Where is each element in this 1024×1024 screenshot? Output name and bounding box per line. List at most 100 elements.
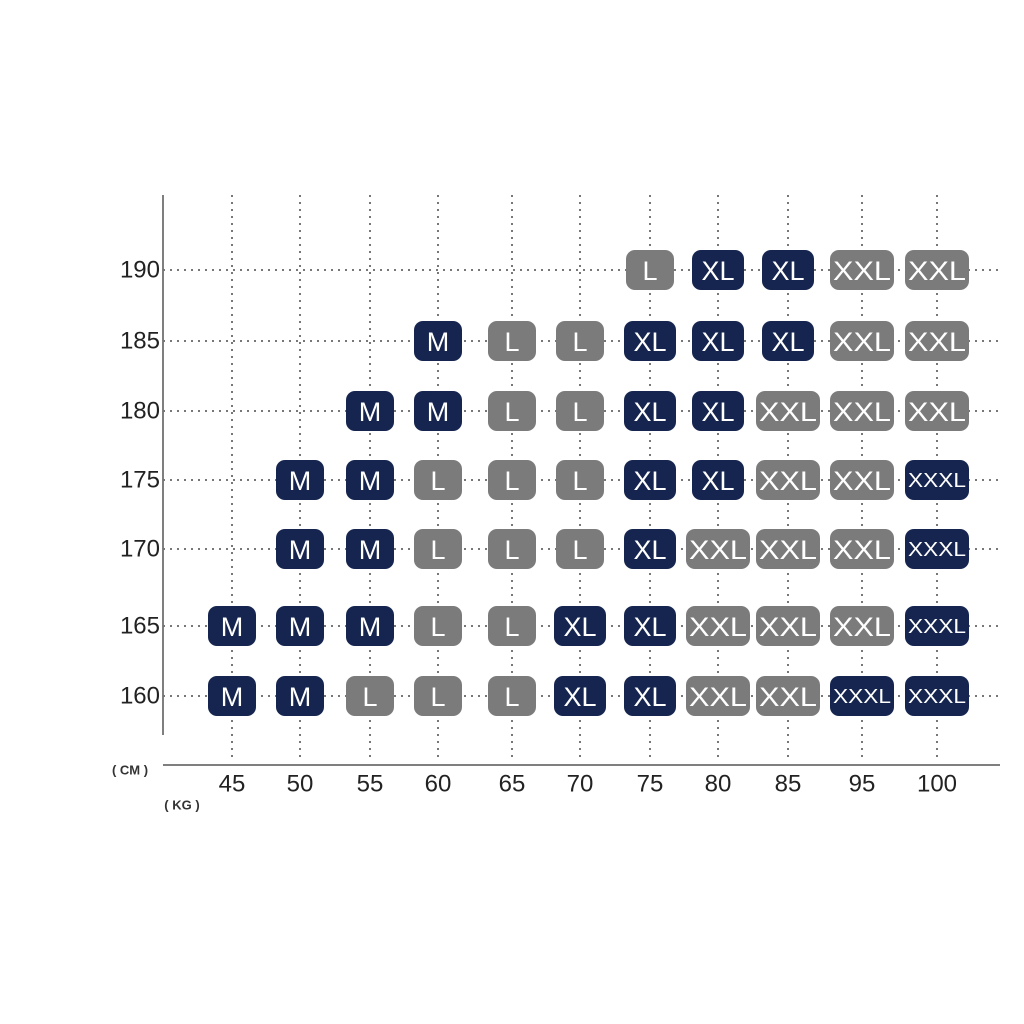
size-badge	[346, 606, 394, 646]
size-badge	[756, 676, 820, 716]
row-label: 180	[120, 398, 160, 425]
size-badge	[556, 529, 604, 569]
size-label: L	[504, 535, 519, 565]
size-label: XXL	[908, 256, 966, 286]
size-badge	[488, 529, 536, 569]
size-label: L	[504, 682, 519, 712]
size-label: L	[572, 327, 587, 357]
size-badge	[756, 606, 820, 646]
size-label: M	[427, 397, 450, 427]
size-label: XL	[633, 682, 666, 712]
size-label: L	[572, 535, 587, 565]
size-badge	[414, 460, 462, 500]
size-label: XXL	[689, 612, 747, 642]
size-label: XXL	[908, 327, 966, 357]
size-badge	[686, 676, 750, 716]
column-label: 60	[425, 771, 452, 798]
size-label: XXXL	[833, 686, 891, 708]
column-label: 80	[705, 771, 732, 798]
size-badge	[624, 391, 676, 431]
size-label: M	[289, 535, 312, 565]
size-badge	[830, 250, 894, 290]
size-label: XXL	[833, 397, 891, 427]
size-label: XXL	[833, 327, 891, 357]
size-badge	[692, 460, 744, 500]
size-label: M	[221, 612, 244, 642]
size-badge	[905, 460, 969, 500]
size-label: L	[430, 682, 445, 712]
column-label: 75	[637, 771, 664, 798]
size-label: XXL	[689, 535, 747, 565]
row-label: 165	[120, 613, 160, 640]
size-badge	[762, 250, 814, 290]
column-label: 45	[219, 771, 246, 798]
size-badge	[756, 529, 820, 569]
size-badge	[624, 676, 676, 716]
size-badge	[414, 321, 462, 361]
size-badge	[686, 606, 750, 646]
size-label: M	[289, 466, 312, 496]
size-label: XXL	[759, 535, 817, 565]
size-label: XL	[633, 397, 666, 427]
size-label: L	[362, 682, 377, 712]
size-badge	[624, 321, 676, 361]
size-badge	[756, 460, 820, 500]
size-label: XL	[701, 466, 734, 496]
size-label: XXXL	[908, 616, 966, 638]
size-badge	[626, 250, 674, 290]
size-badge	[692, 321, 744, 361]
size-badge	[830, 391, 894, 431]
x-unit: ( KG )	[164, 798, 199, 813]
size-label: L	[430, 466, 445, 496]
size-label: XXL	[759, 466, 817, 496]
size-badge	[346, 460, 394, 500]
column-label: 85	[775, 771, 802, 798]
size-label: M	[289, 682, 312, 712]
size-label: L	[504, 612, 519, 642]
size-badge	[488, 460, 536, 500]
size-label: XXL	[833, 612, 891, 642]
size-badge	[556, 321, 604, 361]
row-label: 185	[120, 328, 160, 355]
size-badge	[488, 321, 536, 361]
size-label: XXXL	[908, 470, 966, 492]
size-badge	[208, 676, 256, 716]
row-label: 170	[120, 536, 160, 563]
size-label: XL	[701, 397, 734, 427]
size-badge	[692, 250, 744, 290]
column-label: 55	[357, 771, 384, 798]
row-label: 160	[120, 683, 160, 710]
size-badge	[624, 529, 676, 569]
size-label: XL	[701, 327, 734, 357]
size-badge	[905, 250, 969, 290]
size-label: M	[359, 612, 382, 642]
size-label: XXL	[689, 682, 747, 712]
size-badge	[414, 529, 462, 569]
size-label: L	[642, 256, 657, 286]
row-label: 175	[120, 467, 160, 494]
size-label: M	[359, 397, 382, 427]
size-label: XL	[771, 256, 804, 286]
size-badge	[762, 321, 814, 361]
size-label: XL	[633, 327, 666, 357]
size-label: L	[430, 535, 445, 565]
size-label: XXXL	[908, 539, 966, 561]
size-badge	[556, 391, 604, 431]
size-label: L	[504, 327, 519, 357]
size-label: L	[572, 397, 587, 427]
size-badge	[414, 391, 462, 431]
size-badge	[692, 391, 744, 431]
size-badge	[624, 460, 676, 500]
size-label: M	[359, 466, 382, 496]
size-label: XXL	[833, 256, 891, 286]
size-badge	[624, 606, 676, 646]
size-label: XXL	[833, 466, 891, 496]
size-label: XL	[563, 682, 596, 712]
size-label: XL	[633, 612, 666, 642]
size-badge	[488, 391, 536, 431]
column-label: 70	[567, 771, 594, 798]
size-badge	[830, 529, 894, 569]
size-badge	[346, 676, 394, 716]
size-badge	[905, 321, 969, 361]
size-badge	[830, 676, 894, 716]
